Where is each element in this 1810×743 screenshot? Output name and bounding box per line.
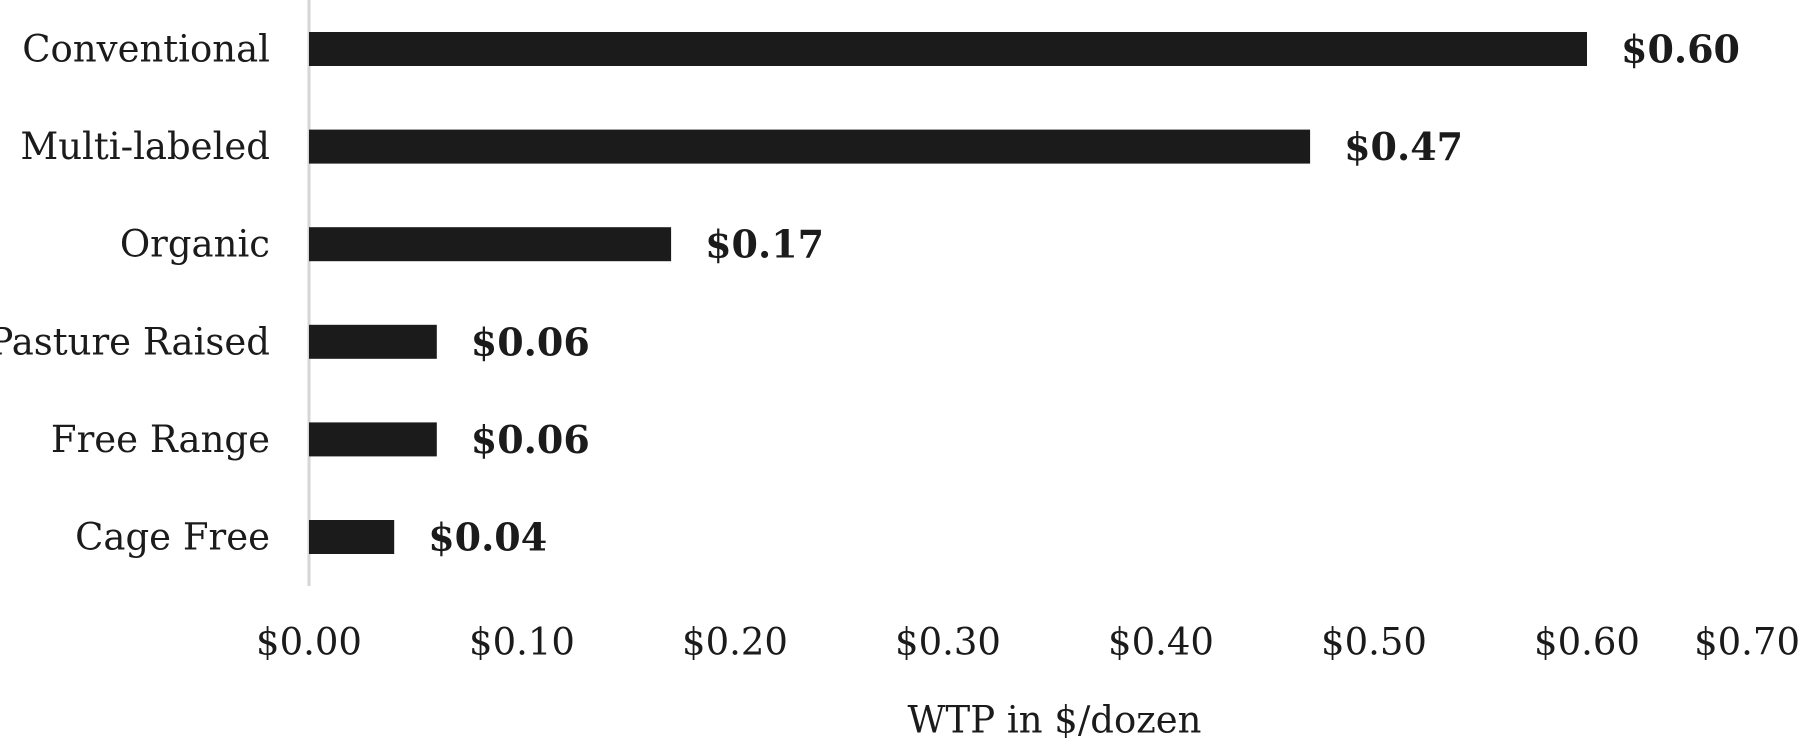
bars-layer [309,32,1587,554]
x-tick-label: $0.60 [1534,621,1640,664]
bar-cage-free [309,520,395,554]
data-label: $0.04 [428,515,547,560]
x-tick-label: $0.50 [1321,621,1427,664]
data-label: $0.17 [705,222,824,267]
category-label: Multi-labeled [20,125,270,168]
bar-conventional [309,32,1587,66]
data-label: $0.06 [471,319,590,364]
x-tick-label: $0.00 [256,621,362,664]
bar-pasture-raised [309,324,437,359]
bar-free-range [309,422,437,457]
x-axis-title: WTP in $/dozen [908,699,1202,742]
category-label: Pasture Raised [0,320,270,363]
bar-multi-labeled [309,129,1311,164]
x-tick-label: $0.30 [895,621,1001,664]
category-labels: Conventional Multi-labeled Organic Pasture … [0,28,270,559]
x-tick-label: $0.40 [1108,621,1214,664]
x-tick-label: $0.20 [682,621,788,664]
category-label: Free Range [51,418,270,461]
data-label: $0.06 [471,417,590,462]
data-label: $0.47 [1344,124,1463,169]
bar-organic [309,227,672,262]
x-tick-labels: $0.00 $0.10 $0.20 $0.30 $0.40 $0.50 $0.60 $0.70 [256,621,1800,664]
category-label: Conventional [22,28,270,71]
data-label: $0.60 [1621,27,1740,72]
category-label: Cage Free [75,516,270,559]
x-tick-label: $0.70 [1694,621,1800,664]
value-labels: $0.60 $0.47 $0.17 $0.06 $0.06 $0.04 [428,27,1740,560]
category-label: Organic [120,223,270,266]
x-tick-label: $0.10 [469,621,575,664]
